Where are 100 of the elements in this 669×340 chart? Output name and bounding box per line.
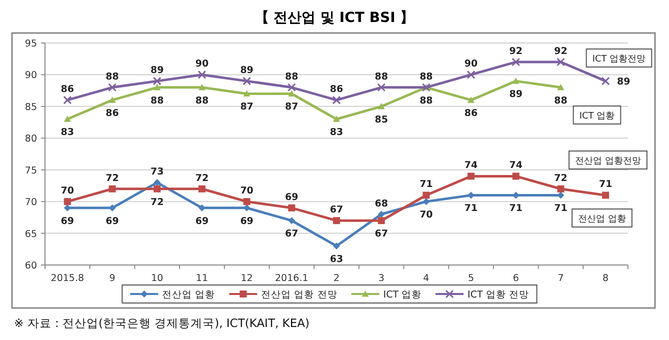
y-tick-label: 80 (24, 134, 37, 145)
data-label: 88 (106, 71, 120, 82)
annotation: ICT 업황전망 (592, 54, 646, 64)
point (378, 210, 385, 218)
x-tick-label: 4 (423, 273, 430, 284)
point (64, 204, 71, 212)
point (243, 204, 250, 212)
data-label: 69 (195, 216, 209, 227)
point (243, 90, 250, 97)
data-label: 70 (60, 186, 74, 197)
y-tick-label: 85 (24, 102, 37, 113)
data-label: 92 (554, 46, 568, 58)
data-label: 85 (374, 114, 388, 126)
point (108, 204, 116, 212)
note-box: 전산업 업황전망 (568, 150, 648, 170)
data-label: 88 (150, 95, 164, 106)
data-label: 70 (420, 210, 434, 221)
data-label: 71 (420, 179, 433, 190)
point (154, 84, 161, 90)
data-label: 69 (60, 216, 74, 227)
legend-label: ICT 업황 (383, 290, 422, 300)
text: ※ 자료 : 전산업(한국은행 경제통계국), ICT(KAIT, KEA) (14, 316, 310, 330)
point (602, 192, 610, 199)
data-label: 90 (464, 58, 478, 70)
data-label: 69 (106, 216, 119, 227)
data-label: 74 (509, 160, 523, 172)
point (288, 204, 296, 212)
data-label: 74 (464, 160, 478, 172)
point (63, 96, 72, 104)
data-label: 71 (554, 203, 568, 214)
note-box: ICT 업황 (572, 106, 622, 124)
data-label: 88 (420, 71, 434, 82)
data-label: 69 (240, 216, 254, 227)
data-label: 72 (106, 172, 119, 184)
data-label: 87 (285, 102, 298, 113)
data-label: 70 (240, 186, 254, 197)
x-tick-label: 5 (468, 273, 474, 284)
point (557, 185, 564, 192)
annotation: ICT 업황 (579, 112, 615, 122)
point (287, 83, 296, 92)
annotation: 전산업 업황 (578, 214, 626, 224)
data-label: 88 (374, 71, 388, 82)
data-label: 86 (106, 108, 120, 120)
note-box: 전산업 업황 (572, 208, 632, 228)
point (468, 172, 475, 180)
legend-label: ICT 업황 전망 (468, 290, 529, 300)
point (333, 242, 340, 250)
data-label: 68 (374, 198, 388, 210)
point (64, 198, 71, 206)
point (512, 78, 520, 84)
point (512, 172, 520, 180)
x-tick-label: 2 (333, 273, 340, 284)
data-label: 88 (420, 95, 434, 106)
data-label: 86 (330, 84, 344, 96)
point (198, 185, 206, 192)
data-label: 72 (150, 196, 164, 208)
data-label: 67 (374, 228, 388, 240)
y-tick-label: 60 (24, 260, 37, 272)
point (512, 58, 520, 66)
point (154, 179, 161, 186)
x-tick-label: 8 (602, 273, 609, 284)
data-label: 89 (616, 76, 630, 88)
data-label: 86 (60, 84, 74, 96)
point (108, 185, 116, 192)
data-label: 88 (554, 95, 568, 106)
point (108, 83, 117, 92)
data-label: 88 (195, 95, 209, 106)
point (198, 70, 206, 79)
point (422, 192, 430, 199)
point (378, 217, 385, 224)
point (468, 96, 475, 103)
point (332, 96, 341, 104)
data-label: 83 (60, 127, 74, 138)
y-tick-label: 95 (24, 38, 37, 50)
data-label: 92 (509, 46, 522, 58)
x-tick-label: 9 (109, 273, 116, 284)
data-label: 71 (598, 179, 612, 190)
point (64, 116, 71, 122)
point (378, 102, 385, 110)
point (556, 58, 565, 66)
point (333, 217, 340, 224)
x-tick-label: 2015.8 (50, 273, 84, 284)
x-tick-label: 7 (558, 273, 564, 284)
data-label: 71 (464, 203, 478, 214)
annotation: 전산업 업황전망 (575, 156, 641, 166)
data-label: 89 (240, 65, 254, 76)
data-label: 69 (285, 192, 298, 203)
point (152, 76, 162, 86)
note-box: ICT 업황전망 (586, 48, 652, 68)
data-label: 73 (150, 166, 164, 178)
point (466, 70, 476, 79)
data-label: 88 (285, 71, 299, 82)
point (288, 217, 296, 224)
data-label: 72 (554, 172, 568, 184)
data-label: 90 (195, 58, 209, 70)
y-tick-label: 65 (24, 228, 37, 240)
data-label: 89 (509, 89, 522, 100)
legend-label: 전산업 업황 (162, 290, 216, 300)
data-label: 72 (195, 172, 209, 184)
y-tick-label: 90 (24, 70, 37, 82)
